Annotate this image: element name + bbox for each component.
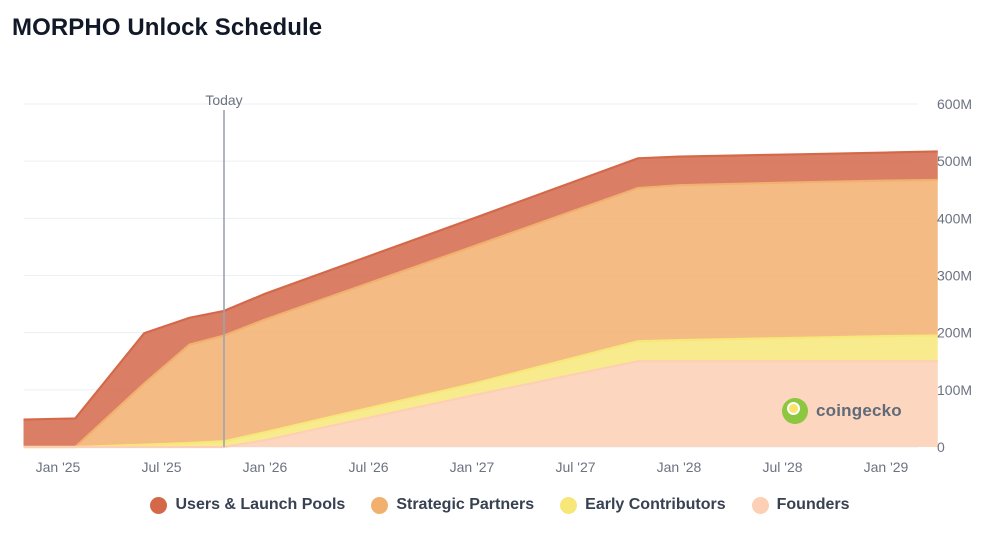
- chart-legend: Users & Launch Pools Strategic Partners Ea…: [0, 496, 1000, 514]
- x-tick-label: Jan '27: [450, 459, 495, 475]
- today-label: Today: [205, 92, 242, 108]
- x-tick-label: Jul '28: [762, 459, 802, 475]
- y-tick-label: 100M: [937, 382, 972, 398]
- y-tick-label: 400M: [937, 210, 972, 226]
- series-line-strategic-partners: [23, 178, 938, 449]
- y-tick-label: 0: [937, 439, 945, 455]
- today-marker: Today: [205, 92, 243, 447]
- series-line-users-launch-pools: [23, 150, 938, 421]
- x-tick-label: Jan '25: [36, 459, 81, 475]
- legend-label: Strategic Partners: [396, 496, 535, 513]
- legend-swatch: [751, 496, 769, 514]
- area-strategic-partners: [23, 180, 938, 447]
- x-tick-label: Jul '26: [348, 459, 388, 475]
- y-axis: 0 100M 200M 300M 400M 500M 600M: [937, 96, 972, 455]
- watermark-text: coingecko: [816, 401, 902, 420]
- legend-swatch: [371, 496, 389, 514]
- x-tick-label: Jan '26: [243, 459, 288, 475]
- stacked-areas: [23, 150, 938, 449]
- area-founders: [23, 361, 938, 447]
- x-axis: Jan '25 Jul '25 Jan '26 Jul '26 Jan '27 Jul '…: [36, 459, 909, 475]
- gecko-icon: [782, 398, 808, 424]
- legend-item[interactable]: Strategic Partners: [371, 496, 534, 514]
- legend-label: Early Contributors: [585, 496, 726, 513]
- x-tick-label: Jan '28: [657, 459, 702, 475]
- y-tick-label: 500M: [937, 153, 972, 169]
- x-tick-label: Jul '27: [555, 459, 595, 475]
- chart-title: MORPHO Unlock Schedule: [12, 14, 323, 41]
- legend-item[interactable]: Early Contributors: [560, 496, 726, 514]
- legend-item[interactable]: Founders: [751, 496, 850, 514]
- y-tick-label: 200M: [937, 325, 972, 341]
- legend-swatch: [560, 496, 578, 514]
- x-tick-label: Jan '29: [864, 459, 909, 475]
- legend-label: Users & Launch Pools: [175, 496, 346, 513]
- legend-item[interactable]: Users & Launch Pools: [150, 496, 345, 514]
- area-early-contributors: [23, 335, 938, 447]
- series-line-founders: [23, 360, 938, 449]
- legend-swatch: [150, 496, 168, 514]
- y-tick-label: 300M: [937, 268, 972, 284]
- y-tick-label: 600M: [937, 96, 972, 112]
- series-line-early-contributors: [23, 334, 938, 449]
- coingecko-logo: coingecko: [782, 398, 902, 424]
- legend-label: Founders: [776, 496, 850, 513]
- x-tick-label: Jul '25: [141, 459, 181, 475]
